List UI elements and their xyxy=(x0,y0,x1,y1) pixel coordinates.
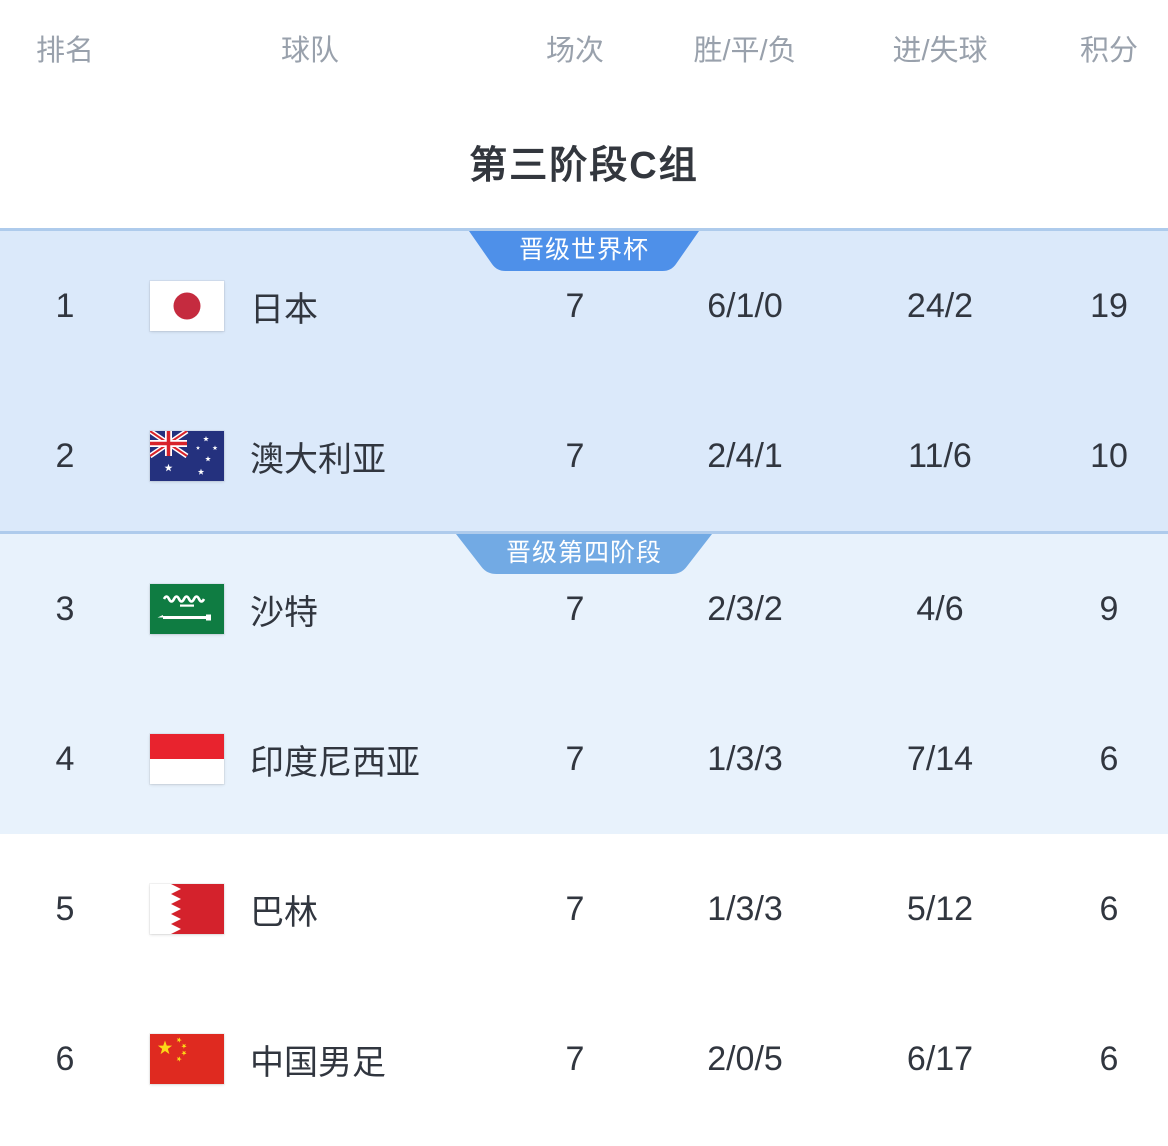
goals-value: 5/12 xyxy=(906,889,974,928)
goals-value: 6/17 xyxy=(906,1039,974,1078)
wdl-value: 2/3/2 xyxy=(707,589,783,628)
wdl-value: 2/0/5 xyxy=(707,1039,783,1078)
section-eliminated: 5 巴林 7 1/3/3 5/12 6 6 xyxy=(0,834,1168,1134)
team-name: 巴林 xyxy=(250,893,318,932)
flag-indonesia-icon xyxy=(150,734,224,784)
points-value: 19 xyxy=(1090,286,1128,325)
rank-value: 2 xyxy=(55,436,75,475)
table-header-row: 排名 球队 场次 胜/平/负 进/失球 积分 xyxy=(0,0,1168,78)
team-name: 澳大利亚 xyxy=(250,440,386,479)
section-world-cup: 晋级世界杯 1 日本 7 6/1/0 24/2 19 2 xyxy=(0,228,1168,531)
table-row[interactable]: 6 中国男足 7 2/0/5 6/17 6 xyxy=(0,984,1168,1134)
points-value: 9 xyxy=(1099,589,1119,628)
team-cell: 沙特 xyxy=(130,584,490,634)
flag-japan-icon xyxy=(150,281,224,331)
flag-china-icon xyxy=(150,1034,224,1084)
team-cell: 澳大利亚 xyxy=(130,431,490,481)
points-value: 6 xyxy=(1099,1039,1119,1078)
table-row[interactable]: 2 xyxy=(0,381,1168,531)
rank-value: 3 xyxy=(55,589,75,628)
played-value: 7 xyxy=(565,1039,585,1078)
badge-qualify-fourth-stage: 晋级第四阶段 xyxy=(455,534,713,574)
group-title: 第三阶段C组 xyxy=(469,144,699,187)
goals-value: 11/6 xyxy=(908,436,972,475)
played-value: 7 xyxy=(565,739,585,778)
table-row[interactable]: 1 日本 7 6/1/0 24/2 19 xyxy=(0,231,1168,381)
table-row[interactable]: 4 印度尼西亚 7 1/3/3 7/14 6 xyxy=(0,684,1168,834)
team-cell: 印度尼西亚 xyxy=(130,734,490,784)
header-played: 场次 xyxy=(545,35,604,67)
wdl-value: 2/4/1 xyxy=(707,436,783,475)
table-row[interactable]: 5 巴林 7 1/3/3 5/12 6 xyxy=(0,834,1168,984)
team-name: 沙特 xyxy=(250,593,318,632)
goals-value: 24/2 xyxy=(906,286,974,325)
goals-value: 4/6 xyxy=(916,589,964,628)
played-value: 7 xyxy=(565,889,585,928)
team-name: 日本 xyxy=(250,290,318,329)
section-fourth-stage: 晋级第四阶段 3 沙特 7 2/3/2 4/6 xyxy=(0,531,1168,834)
played-value: 7 xyxy=(565,436,585,475)
team-cell: 巴林 xyxy=(130,884,490,934)
flag-saudi-arabia-icon xyxy=(150,584,224,634)
header-points: 积分 xyxy=(1079,35,1138,67)
badge-label: 晋级第四阶段 xyxy=(505,539,663,567)
points-value: 6 xyxy=(1099,889,1119,928)
rank-value: 6 xyxy=(55,1039,75,1078)
flag-australia-icon xyxy=(150,431,224,481)
team-cell: 中国男足 xyxy=(130,1034,490,1084)
rank-value: 4 xyxy=(55,739,75,778)
wdl-value: 1/3/3 xyxy=(707,889,783,928)
badge-label: 晋级世界杯 xyxy=(518,236,650,264)
team-cell: 日本 xyxy=(130,281,490,331)
rank-value: 5 xyxy=(55,889,75,928)
rank-value: 1 xyxy=(55,286,75,325)
header-rank: 排名 xyxy=(35,35,94,67)
played-value: 7 xyxy=(565,286,585,325)
header-team: 球队 xyxy=(280,35,339,67)
goals-value: 7/14 xyxy=(906,739,974,778)
points-value: 6 xyxy=(1099,739,1119,778)
played-value: 7 xyxy=(565,589,585,628)
team-name: 印度尼西亚 xyxy=(250,743,420,782)
points-value: 10 xyxy=(1090,436,1128,475)
wdl-value: 6/1/0 xyxy=(707,286,783,325)
wdl-value: 1/3/3 xyxy=(707,739,783,778)
flag-bahrain-icon xyxy=(150,884,224,934)
table-row[interactable]: 3 沙特 7 2/3/2 4/6 9 xyxy=(0,534,1168,684)
badge-qualify-world-cup: 晋级世界杯 xyxy=(468,231,700,271)
header-goals: 进/失球 xyxy=(892,35,988,67)
header-wdl: 胜/平/负 xyxy=(693,35,797,67)
team-name: 中国男足 xyxy=(250,1043,386,1082)
